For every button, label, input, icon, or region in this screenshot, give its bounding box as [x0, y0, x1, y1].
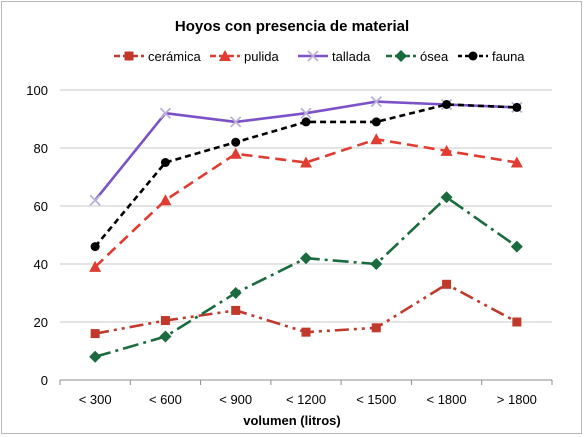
x-tick-label: < 1800	[427, 392, 467, 407]
series-fauna	[90, 100, 522, 252]
y-tick-label: 80	[34, 141, 48, 156]
legend-item-osea: ósea	[386, 49, 449, 64]
legend-marker	[307, 50, 319, 62]
data-point-osea	[300, 252, 312, 265]
data-point-ceramica	[442, 279, 452, 289]
data-point-pulida	[159, 194, 172, 206]
data-point-fauna	[512, 102, 522, 112]
x-tick-label: < 600	[149, 392, 182, 407]
legend-marker	[124, 51, 134, 61]
y-tick-label: 40	[34, 257, 48, 272]
chart-title: Hoyos con presencia de material	[175, 18, 409, 35]
data-point-ceramica	[160, 316, 170, 326]
x-axis-label: volumen (litros)	[243, 413, 341, 428]
y-axis: 0 20 40 60 80 100	[26, 83, 48, 388]
data-point-fauna	[442, 100, 452, 109]
x-tick-label: < 1200	[286, 392, 326, 407]
data-point-tallada	[159, 107, 172, 119]
data-point-fauna	[90, 242, 100, 252]
gridlines	[60, 89, 552, 381]
legend: cerámica pulida tallada ósea fauna	[114, 49, 525, 64]
legend-label: pulida	[244, 49, 279, 64]
data-point-osea	[510, 240, 523, 253]
data-point-pulida	[89, 260, 102, 272]
data-point-osea	[89, 350, 102, 363]
data-point-ceramica	[301, 327, 311, 337]
data-point-tallada	[300, 107, 312, 119]
data-point-pulida	[510, 156, 523, 168]
data-point-pulida	[300, 156, 312, 168]
series-pulida	[89, 133, 523, 272]
data-point-ceramica	[231, 305, 241, 315]
data-point-tallada	[230, 116, 242, 128]
legend-item-tallada: tallada	[298, 49, 371, 64]
y-tick-label: 20	[34, 315, 48, 330]
x-axis: < 300 < 600 < 900 < 1200 < 1500 < 1800 > 1800	[59, 380, 553, 407]
data-point-ceramica	[90, 329, 100, 339]
series-tallada	[89, 95, 523, 206]
legend-marker	[395, 50, 407, 62]
data-point-osea	[229, 287, 242, 299]
data-point-osea	[440, 191, 453, 204]
data-point-tallada	[370, 95, 382, 108]
legend-label: ósea	[420, 49, 449, 64]
data-point-fauna	[301, 117, 311, 127]
data-point-pulida	[370, 133, 383, 145]
data-point-fauna	[371, 117, 381, 127]
data-point-ceramica	[371, 323, 381, 333]
y-tick-label: 0	[41, 373, 48, 388]
data-point-fauna	[231, 137, 241, 147]
legend-item-ceramica: cerámica	[114, 49, 202, 64]
series-line-tallada	[94, 100, 517, 202]
series-ceramica	[90, 279, 522, 339]
data-point-fauna	[160, 158, 170, 167]
data-point-tallada	[89, 194, 101, 206]
data-point-ceramica	[512, 317, 522, 327]
x-tick-label: < 300	[79, 392, 112, 407]
x-tick-label: > 1800	[497, 392, 537, 407]
y-tick-label: 60	[34, 199, 48, 214]
data-point-osea	[159, 330, 172, 343]
x-tick-label: < 900	[219, 392, 252, 407]
legend-label: tallada	[332, 49, 371, 64]
series-group	[89, 95, 523, 363]
series-line-ceramica	[94, 282, 518, 335]
data-point-osea	[370, 258, 383, 270]
data-point-pulida	[440, 144, 453, 156]
series-osea	[89, 191, 523, 363]
legend-marker	[468, 51, 478, 61]
legend-item-fauna: fauna	[458, 49, 525, 64]
legend-item-pulida: pulida	[210, 49, 279, 64]
y-tick-label: 100	[26, 83, 48, 98]
x-tick-label: < 1500	[356, 392, 396, 407]
legend-label: cerámica	[148, 49, 202, 64]
data-point-pulida	[229, 147, 242, 159]
legend-label: fauna	[492, 49, 525, 64]
legend-marker	[219, 50, 231, 61]
